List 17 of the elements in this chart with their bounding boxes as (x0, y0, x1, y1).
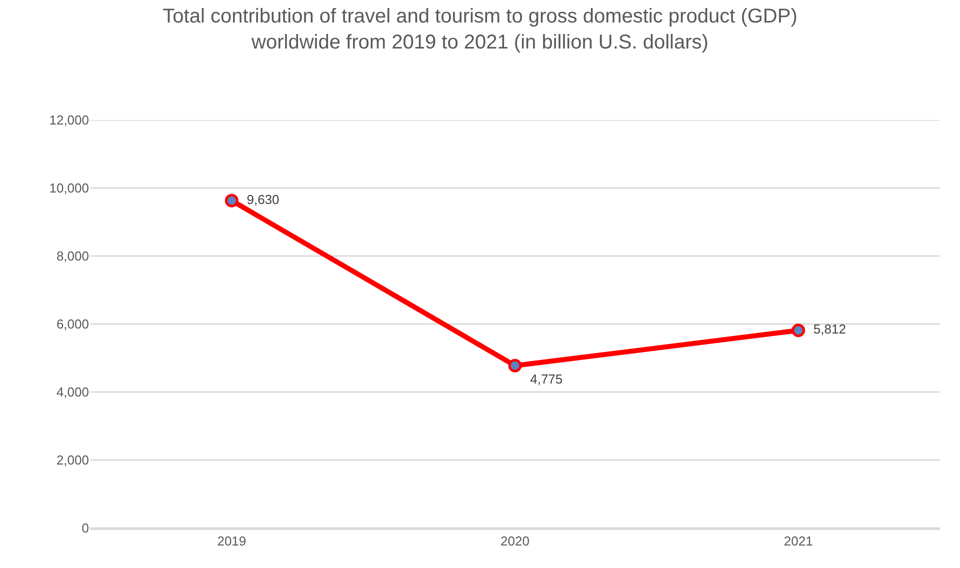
data-label: 4,775 (522, 371, 563, 386)
x-tick-label: 2019 (217, 533, 246, 548)
y-tick-label: 10,000 (49, 180, 89, 196)
data-label: 9,630 (240, 192, 280, 207)
point (224, 194, 238, 208)
point (792, 324, 806, 338)
y-tick-label: 2,000 (56, 452, 89, 468)
y-tick-label: 8,000 (56, 248, 89, 264)
y-tick-label: 4,000 (56, 384, 89, 400)
x-tick-label: 2020 (500, 533, 530, 548)
y-tick-label: 12,000 (49, 112, 89, 128)
point (508, 358, 522, 372)
chart-title: Total contribution of travel and tourism to gross domestic product (GDP) worldwide from 2019 to 2021 (in billion U.S. dollars) (162, 6, 798, 54)
data-label: 5,812 (806, 322, 846, 337)
y-tick-label: 0 (82, 520, 89, 536)
y-tick-label: 6,000 (56, 316, 89, 332)
x-tick-label: 2021 (784, 533, 813, 548)
